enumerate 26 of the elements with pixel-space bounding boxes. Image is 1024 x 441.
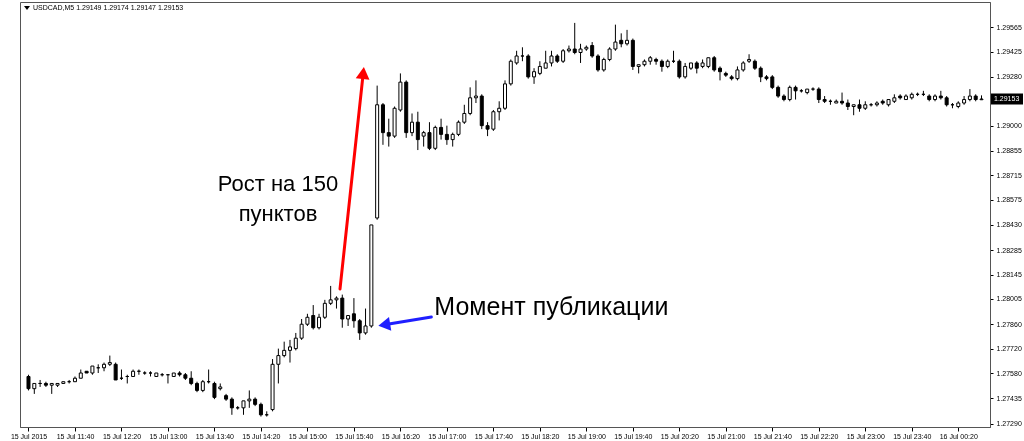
candlestick — [287, 339, 292, 364]
candlestick — [747, 53, 752, 64]
candlestick — [659, 58, 664, 73]
candlestick — [322, 299, 327, 320]
candlestick — [444, 125, 449, 146]
annotation: Рост на 150 пунктов — [217, 171, 339, 226]
candlestick — [532, 67, 537, 85]
candlestick — [718, 65, 723, 81]
candlestick — [346, 315, 351, 327]
candlestick — [810, 86, 815, 92]
candlestick — [677, 58, 682, 80]
candlestick — [473, 79, 478, 104]
annotation: Момент публикации — [434, 291, 669, 320]
candlestick — [351, 297, 356, 329]
candlestick — [410, 112, 415, 137]
candlestick — [654, 57, 659, 66]
candlestick — [229, 396, 234, 416]
candlestick — [566, 45, 571, 54]
candlestick — [840, 92, 845, 106]
candlestick — [845, 99, 850, 111]
candlestick — [874, 100, 879, 108]
candlestick — [625, 29, 630, 47]
candlestick — [439, 118, 444, 141]
candlestick — [526, 53, 531, 80]
candlestick — [967, 88, 972, 102]
candlestick — [468, 86, 473, 116]
